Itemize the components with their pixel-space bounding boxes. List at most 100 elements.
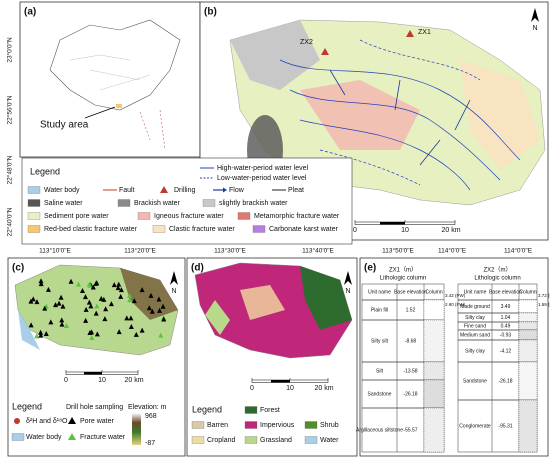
scale-label: 20 km <box>124 377 143 384</box>
legend-label: Water body <box>26 434 62 441</box>
lithology-column <box>423 379 445 409</box>
sample-point <box>157 307 163 313</box>
sample-point <box>146 305 152 311</box>
table-header-text: Column <box>425 289 442 295</box>
sample-point <box>42 305 48 311</box>
unit-name: Silty clay <box>465 315 485 321</box>
legend-title: Legend <box>30 166 60 176</box>
clastic-zone <box>460 60 540 170</box>
legend-label: Forest <box>260 407 280 414</box>
sample-point <box>139 287 145 293</box>
legend-label: Water body <box>44 187 80 194</box>
sea-boundary <box>139 109 166 151</box>
lithology-column <box>423 319 445 363</box>
legend-title: Legend <box>192 404 222 414</box>
table-header-text: Column <box>519 289 536 295</box>
lon-label: 113°20'0"E <box>124 247 156 255</box>
unit-name: Conglomerate <box>459 423 491 429</box>
legend-label: Shrub <box>320 422 339 429</box>
legend-label: Cropland <box>207 437 236 444</box>
sample-point <box>94 303 100 309</box>
base-elevation: -8.68 <box>405 338 417 344</box>
sample-point <box>116 281 122 287</box>
sample-point <box>60 303 66 309</box>
sample-point <box>82 294 88 300</box>
legend-swatch <box>304 436 318 444</box>
unit-name: Made ground <box>460 304 490 310</box>
legend-label: Brackish water <box>134 200 181 207</box>
igneous-zone <box>300 80 420 150</box>
sample-point <box>68 278 74 284</box>
sample-point <box>93 280 99 286</box>
scale-bar <box>380 222 405 225</box>
sample-point <box>45 286 51 292</box>
table-header-text: Base elevation <box>489 289 522 295</box>
unit-name: Medium sand <box>460 332 490 338</box>
sample-point <box>127 297 133 303</box>
study-area-arrow <box>84 106 116 119</box>
sample-point <box>34 299 40 305</box>
panel-label: (b) <box>204 7 217 18</box>
sample-point <box>53 302 59 308</box>
sample-point <box>43 330 49 336</box>
province-lines <box>69 54 151 91</box>
water-level-label: 3.72 (PW) <box>538 293 550 298</box>
scale-bar <box>84 372 102 375</box>
base-elevation: 3.49 <box>501 304 511 310</box>
legend-label: slightly brackish water <box>219 200 288 207</box>
legend-label: Fault <box>119 187 135 194</box>
legend-box <box>21 157 353 245</box>
sample-point <box>98 295 104 301</box>
legend-triangle <box>68 433 76 440</box>
table-header-text: Unit name <box>368 289 391 295</box>
legend-swatch <box>117 199 131 207</box>
elevation-ramp <box>132 413 141 445</box>
borehole-subtitle: Lithologic column <box>474 276 520 282</box>
cropland-area <box>240 285 285 320</box>
water-body <box>18 310 40 350</box>
borehole-title: ZX1（m） <box>389 267 417 274</box>
unit-name: Argillaceous siltstone <box>356 427 403 433</box>
north-label: N <box>171 288 176 295</box>
sample-point <box>102 316 108 322</box>
drill-label: ZX2 <box>300 39 313 46</box>
sample-point <box>118 287 124 293</box>
sample-point <box>34 333 40 339</box>
elevation-min: -87 <box>145 440 155 447</box>
sample-point <box>124 315 130 321</box>
sample-point <box>38 329 44 335</box>
sample-point <box>115 285 121 291</box>
sample-point <box>128 323 134 329</box>
lithology-column <box>518 361 538 401</box>
legend-label: Barren <box>207 422 228 429</box>
drill-marker <box>321 48 329 55</box>
legend-label: Fracture water <box>80 434 126 441</box>
sample-point <box>89 335 95 341</box>
drill-label: ZX1 <box>418 29 431 36</box>
sample-point <box>59 321 65 327</box>
legend-title: Legend <box>12 401 42 411</box>
base-elevation: 0.49 <box>501 323 511 329</box>
sample-point <box>148 292 154 298</box>
lat-label: 23°0'0"N <box>6 37 14 63</box>
lithology-column <box>423 299 445 321</box>
base-elevation: -26.18 <box>403 391 417 397</box>
sample-point <box>28 322 34 328</box>
borehole-title: ZX2（m） <box>483 267 511 274</box>
legend-swatch <box>152 225 166 233</box>
grass-area <box>205 300 230 335</box>
sample-point <box>58 294 64 300</box>
legend-swatch <box>137 212 151 220</box>
sample-point <box>94 331 100 337</box>
sample-point <box>90 284 96 290</box>
water-level-contours <box>279 39 521 191</box>
lon-label: 114°0'0"E <box>504 247 533 255</box>
legend-label: Impervious <box>260 422 295 429</box>
lithology-column <box>518 399 538 453</box>
legend-label: Clastic fracture water <box>169 226 235 233</box>
sampling-points <box>28 278 167 341</box>
lon-label: 113°10'0"E <box>39 247 71 255</box>
lithology-column <box>423 361 445 381</box>
lithology-column <box>518 299 538 314</box>
legend-circle <box>14 418 20 424</box>
